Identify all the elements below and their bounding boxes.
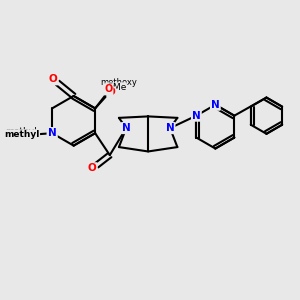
- Text: O: O: [49, 74, 58, 84]
- Text: O: O: [88, 163, 97, 173]
- Text: N: N: [192, 111, 201, 121]
- Text: N: N: [48, 128, 56, 138]
- Text: O: O: [107, 87, 116, 97]
- Text: methoxy: methoxy: [101, 78, 138, 87]
- Text: methyl: methyl: [6, 127, 37, 136]
- Text: methyl: methyl: [4, 130, 39, 139]
- Text: O: O: [104, 84, 112, 94]
- Text: OMe: OMe: [106, 83, 126, 92]
- Text: N: N: [166, 123, 174, 133]
- Text: methyl: methyl: [7, 130, 39, 139]
- Text: N: N: [122, 123, 130, 133]
- Text: N: N: [211, 100, 220, 110]
- Text: N: N: [48, 128, 56, 138]
